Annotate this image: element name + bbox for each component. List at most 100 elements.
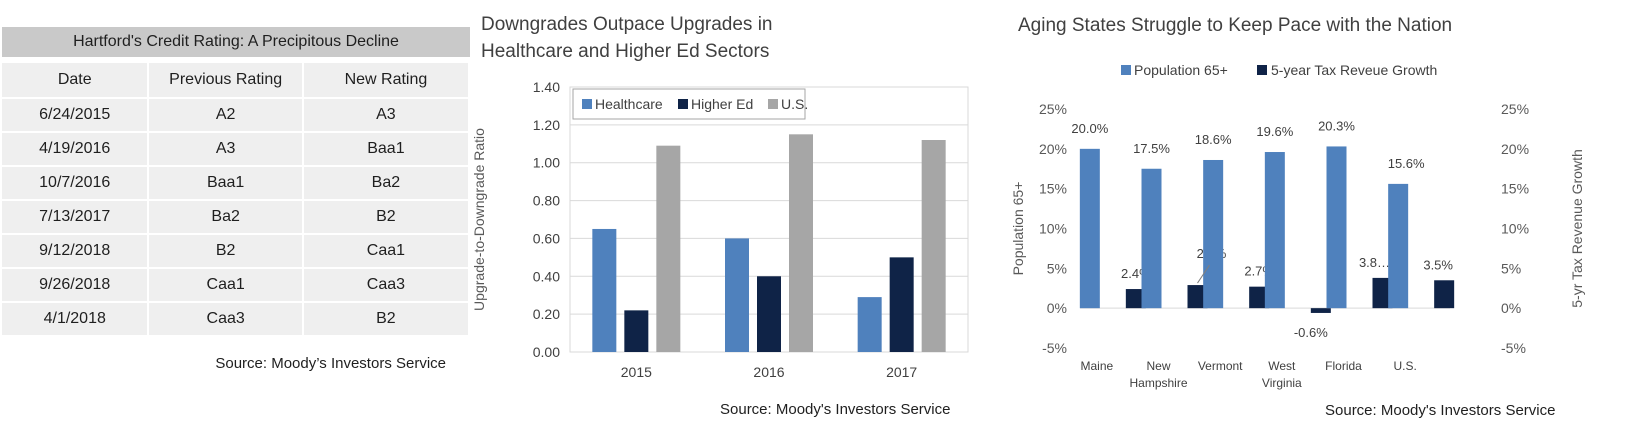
legend-box (572, 88, 806, 120)
cell-date: 4/1/2018 (2, 303, 148, 335)
left-y-tick-label: -5% (1042, 340, 1067, 356)
cell-previous-rating: B2 (149, 235, 302, 267)
bar-u-s--2017 (921, 140, 946, 352)
bar-higher-ed-2016 (757, 276, 781, 352)
cell-date: 10/7/2016 (2, 167, 148, 199)
sector-chart-source-note: Source: Moody's Investors Service (720, 401, 951, 418)
bar-tax-revenue-growth-0 (1125, 289, 1146, 309)
bar-u-s--2016 (789, 134, 813, 352)
sector-chart-title: Downgrades Outpace Upgrades in Healthcar… (481, 11, 773, 65)
bar-tax-revenue-growth-5 (1434, 280, 1455, 309)
legend-label: Higher Ed (691, 96, 753, 112)
aging-states-bar-chart: -5% -5% 0% 0% 5% 5% 10% 10% 15% 15% 20% 20% 25% 25% Po… (1010, 62, 1585, 390)
cell-new-rating: Caa1 (303, 235, 468, 267)
y-tick-label: 0.20 (533, 306, 560, 322)
legend-swatch-healthcare (582, 99, 592, 109)
table-row: 4/1/2018 Caa3 B2 (2, 303, 468, 335)
cell-date: 6/24/2015 (2, 99, 148, 131)
sector-chart-title-line-2: Healthcare and Higher Ed Sectors (481, 41, 770, 62)
column-header-date: Date (2, 63, 148, 97)
x-tick-label: 2016 (753, 364, 784, 380)
cell-date: 9/12/2018 (2, 235, 148, 267)
cell-previous-rating: Caa3 (149, 303, 302, 335)
x-tick-label: 2015 (621, 364, 652, 380)
bar-population-65-4 (1326, 146, 1347, 309)
table-row: 9/12/2018 B2 Caa1 (2, 235, 468, 267)
cell-previous-rating: Baa1 (149, 167, 302, 199)
y-tick-label: 0.60 (533, 230, 560, 246)
table-row: 6/24/2015 A2 A3 (2, 99, 468, 131)
legend-label: 5-year Tax Reveue Growth (1271, 62, 1437, 78)
y-tick-label: 0.80 (533, 193, 560, 209)
cell-new-rating: Baa1 (303, 133, 468, 165)
table-row: 4/19/2016 A3 Baa1 (2, 133, 468, 165)
bar-healthcare-2015 (592, 228, 617, 352)
legend-label: U.S. (781, 96, 808, 112)
bar-tax-revenue-growth-4 (1372, 277, 1393, 309)
cell-previous-rating: Caa1 (149, 269, 302, 301)
x-tick-label: West (1268, 359, 1296, 373)
bar-higher-ed-2017 (889, 257, 914, 352)
cell-date: 4/19/2016 (2, 133, 148, 165)
left-y-axis-label: Population 65+ (1010, 182, 1026, 276)
sector-ratio-bar-chart: 0.00 0.20 0.40 0.60 0.80 1.00 1.20 1.40 Upgrade-… (471, 79, 969, 380)
bar-population-65-5 (1388, 183, 1409, 309)
y-tick-label: 0.00 (533, 344, 560, 360)
cell-date: 7/13/2017 (2, 201, 148, 233)
table-row: 7/13/2017 Ba2 B2 (2, 201, 468, 233)
y-tick-label: 1.00 (533, 155, 560, 171)
bar-population-65-3 (1264, 152, 1285, 309)
bar-higher-ed-2015 (624, 310, 649, 352)
table-header-row: Date Previous Rating New Rating (2, 63, 468, 97)
data-label-tax-revenue-growth: -0.6% (1294, 325, 1328, 340)
right-y-tick-label: 10% (1501, 221, 1529, 237)
credit-rating-table: Date Previous Rating New Rating 6/24/201… (0, 61, 470, 337)
aging-chart-title: Aging States Struggle to Keep Pace with … (1018, 15, 1453, 36)
right-y-tick-label: -5% (1501, 340, 1526, 356)
right-y-tick-label: 5% (1501, 260, 1521, 276)
sector-chart-title-line-1: Downgrades Outpace Upgrades in (481, 14, 773, 35)
data-label-tax-revenue-growth: 3.8… (1359, 255, 1390, 270)
left-y-tick-label: 10% (1039, 221, 1067, 237)
data-label-population-65: 18.6% (1195, 132, 1232, 147)
right-y-tick-label: 25% (1501, 101, 1529, 117)
bar-tax-revenue-growth-3 (1310, 308, 1331, 313)
x-tick-label: U.S. (1393, 359, 1416, 373)
bar-population-65-1 (1141, 168, 1162, 309)
left-y-tick-label: 0% (1047, 300, 1067, 316)
bar-population-65-2 (1203, 159, 1224, 309)
left-y-tick-label: 25% (1039, 101, 1067, 117)
legend-swatch-u-s- (768, 99, 778, 109)
y-tick-label: 1.20 (533, 117, 560, 133)
column-header-previous-rating: Previous Rating (149, 63, 302, 97)
x-tick-label: Virginia (1262, 376, 1302, 390)
aging-chart-source-note: Source: Moody's Investors Service (1325, 402, 1556, 419)
data-label-population-65: 19.6% (1256, 124, 1293, 139)
table-source-note: Source: Moody’s Investors Service (215, 355, 446, 372)
y-axis-label: Upgrade-to-Downgrade Ratio (471, 128, 487, 311)
sector-ratio-chart-panel: Downgrades Outpace Upgrades in Healthcar… (470, 0, 990, 447)
bar-u-s--2015 (656, 145, 681, 352)
cell-previous-rating: A3 (149, 133, 302, 165)
left-y-tick-label: 5% (1047, 260, 1067, 276)
table-row: 10/7/2016 Baa1 Ba2 (2, 167, 468, 199)
bar-tax-revenue-growth-1 (1187, 285, 1208, 309)
cell-date: 9/26/2018 (2, 269, 148, 301)
cell-new-rating: B2 (303, 303, 468, 335)
right-y-axis-label: 5-yr Tax Revenue Growth (1569, 149, 1585, 307)
x-tick-label: 2017 (886, 364, 917, 380)
legend-label: Population 65+ (1134, 62, 1228, 78)
cell-new-rating: B2 (303, 201, 468, 233)
table-row: 9/26/2018 Caa1 Caa3 (2, 269, 468, 301)
right-y-tick-label: 20% (1501, 141, 1529, 157)
cell-new-rating: A3 (303, 99, 468, 131)
left-y-tick-label: 20% (1039, 141, 1067, 157)
cell-new-rating: Ba2 (303, 167, 468, 199)
x-tick-label: Vermont (1198, 359, 1243, 373)
cell-previous-rating: Ba2 (149, 201, 302, 233)
y-tick-label: 1.40 (533, 79, 560, 95)
table-title: Hartford's Credit Rating: A Precipitous … (2, 27, 470, 57)
column-header-new-rating: New Rating (303, 63, 468, 97)
data-label-population-65: 17.5% (1133, 141, 1170, 156)
legend-label: Healthcare (595, 96, 663, 112)
